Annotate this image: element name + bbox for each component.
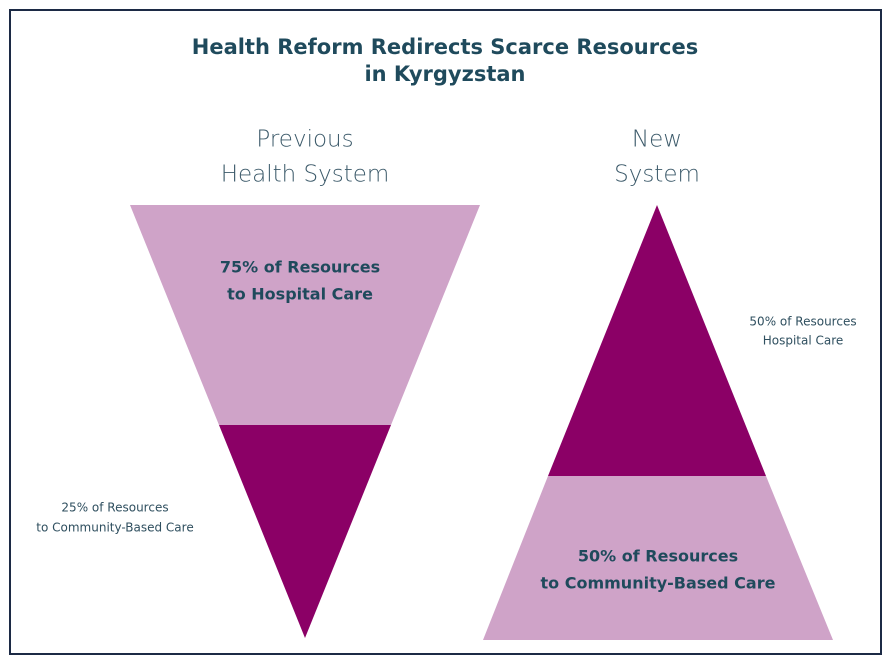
inner-label: 75% of Resources xyxy=(220,258,380,277)
inner-label: to Hospital Care xyxy=(227,285,373,304)
panel-heading: Previous xyxy=(256,127,353,153)
panel-heading: New xyxy=(632,127,682,153)
panel-heading: Health System xyxy=(221,162,390,188)
inner-label: 50% of Resources xyxy=(578,547,738,566)
title-line: in Kyrgyzstan xyxy=(364,62,525,86)
community-segment xyxy=(219,425,391,638)
outer-label: Hospital Care xyxy=(763,334,844,348)
title-line: Health Reform Redirects Scarce Resources xyxy=(192,35,699,59)
panel-heading: System xyxy=(614,162,700,188)
hospital-segment xyxy=(130,205,480,425)
outer-label: 50% of Resources xyxy=(749,315,856,329)
outer-label: 25% of Resources xyxy=(61,501,168,515)
community-segment xyxy=(483,476,833,640)
hospital-segment xyxy=(548,205,766,476)
inner-label: to Community-Based Care xyxy=(541,574,776,593)
outer-label: to Community-Based Care xyxy=(36,521,193,535)
